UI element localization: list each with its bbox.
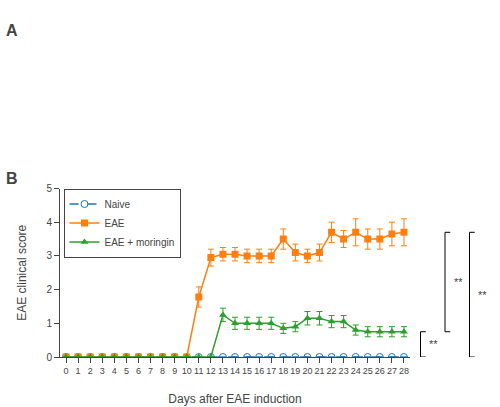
svg-text:B: B	[6, 170, 18, 187]
svg-text:4: 4	[112, 366, 117, 376]
svg-text:21: 21	[314, 366, 324, 376]
svg-text:EAE clinical score: EAE clinical score	[15, 224, 29, 320]
svg-text:13: 13	[218, 366, 228, 376]
svg-text:EAE: EAE	[105, 218, 125, 229]
svg-text:EAE + moringin: EAE + moringin	[105, 237, 175, 248]
svg-text:Days after EAE induction: Days after EAE induction	[168, 392, 301, 406]
svg-text:10: 10	[182, 366, 192, 376]
svg-text:9: 9	[172, 366, 177, 376]
svg-text:19: 19	[290, 366, 300, 376]
svg-text:Naive: Naive	[105, 199, 131, 210]
svg-text:28: 28	[399, 366, 409, 376]
svg-text:17: 17	[266, 366, 276, 376]
svg-text:5: 5	[46, 183, 52, 194]
svg-text:5: 5	[124, 366, 129, 376]
svg-text:24: 24	[351, 366, 361, 376]
svg-text:8: 8	[160, 366, 165, 376]
svg-text:**: **	[478, 289, 487, 301]
svg-text:3: 3	[100, 366, 105, 376]
svg-text:12: 12	[206, 366, 216, 376]
svg-text:1: 1	[46, 318, 52, 329]
svg-text:3: 3	[46, 250, 52, 261]
svg-text:14: 14	[230, 366, 240, 376]
svg-text:A: A	[6, 22, 18, 39]
svg-text:**: **	[429, 338, 438, 350]
svg-text:25: 25	[363, 366, 373, 376]
svg-text:6: 6	[136, 366, 141, 376]
svg-text:20: 20	[302, 366, 312, 376]
svg-text:0: 0	[46, 352, 52, 363]
svg-text:22: 22	[327, 366, 337, 376]
svg-text:11: 11	[194, 366, 203, 376]
svg-text:0: 0	[64, 366, 69, 376]
svg-text:4: 4	[46, 217, 52, 228]
svg-text:16: 16	[254, 366, 264, 376]
svg-text:15: 15	[242, 366, 252, 376]
svg-text:26: 26	[375, 366, 385, 376]
svg-text:2: 2	[46, 284, 52, 295]
svg-text:**: **	[454, 276, 463, 288]
svg-text:18: 18	[278, 366, 288, 376]
svg-text:2: 2	[88, 366, 93, 376]
svg-text:1: 1	[76, 366, 81, 376]
svg-text:23: 23	[339, 366, 349, 376]
svg-text:27: 27	[387, 366, 397, 376]
svg-text:7: 7	[148, 366, 153, 376]
